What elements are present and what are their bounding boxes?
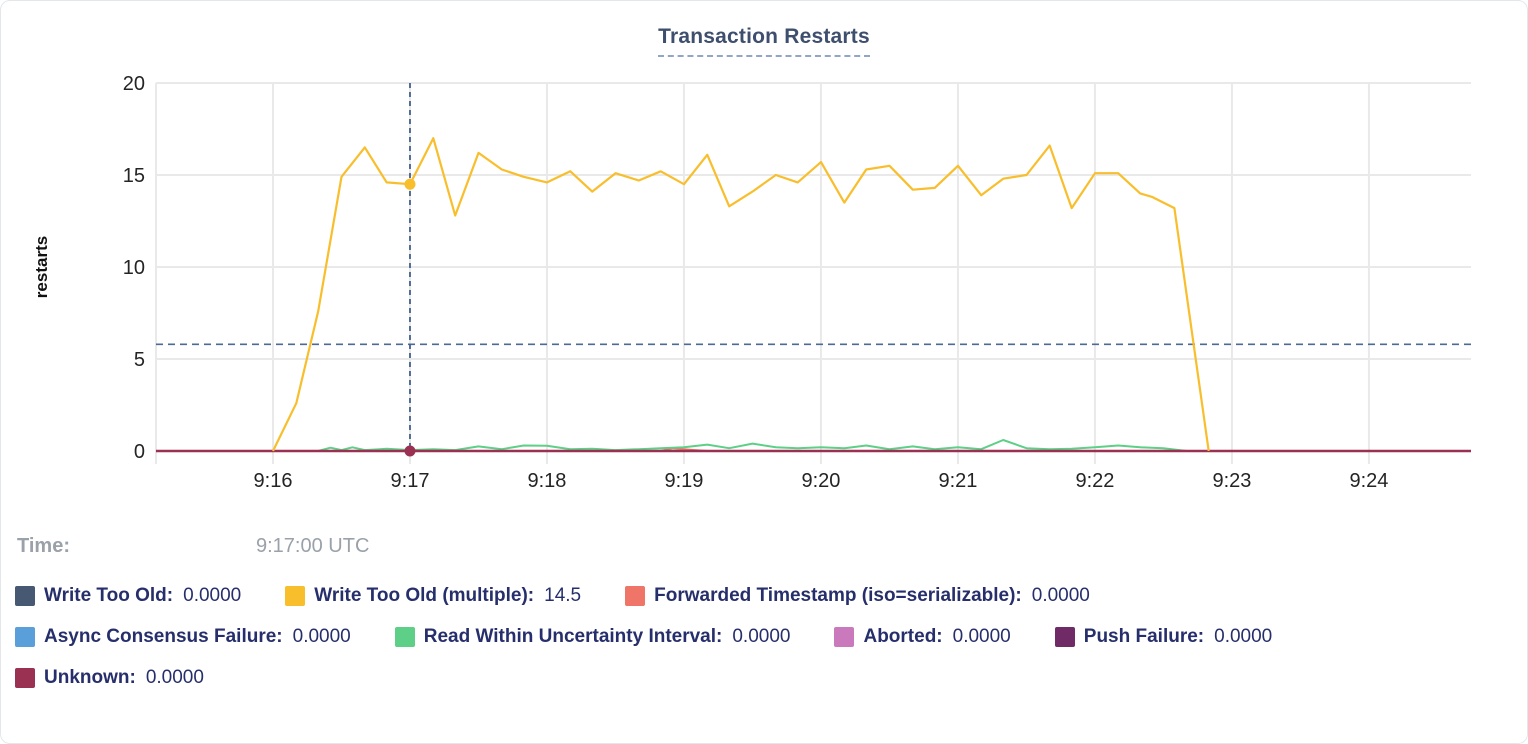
legend-swatch-icon [394,627,415,647]
legend-row: Async Consensus Failure: 0.0000 Read Withi… [15,626,1517,648]
legend-series-value: 0.0000 [952,626,1011,647]
legend-series-label: Write Too Old: [44,585,174,606]
y-axis-label: 15 [123,165,145,187]
legend-swatch-icon [1054,627,1075,647]
legend-swatch-icon [285,586,306,606]
legend-row: Write Too Old: 0.0000 Write Too Old (multi… [15,585,1517,607]
y-axis-label: 0 [134,441,145,463]
x-axis-label: 9:22 [1075,470,1114,492]
legend-item[interactable]: Aborted: 0.0000 [834,626,1011,648]
x-axis-label: 9:19 [665,470,704,492]
x-axis-label: 9:17 [391,470,430,492]
legend-swatch-icon [15,586,35,606]
series-line-write-too-old-multiple- [272,137,1210,452]
hover-dot [404,178,416,190]
time-value: 9:17:00 UTC [256,535,370,557]
legend-series-value: 0.0000 [292,626,351,647]
hover-dot [404,445,416,457]
legend-series-value: 0.0000 [183,585,242,606]
legend-swatch-icon [834,627,855,647]
legend-item[interactable]: Push Failure: 0.0000 [1054,626,1273,648]
y-axis-label: 10 [123,257,145,279]
legend-row: Unknown: 0.0000 [15,667,1517,689]
time-label: Time: [17,535,70,557]
x-axis-label: 9:21 [938,470,977,492]
legend-series-label: Unknown: [44,667,136,688]
legend-swatch-icon [15,627,35,647]
y-axis-label: 20 [123,73,145,95]
hover-time-row: Time: 9:17:00 UTC [17,535,1511,558]
chart-title-text[interactable]: Transaction Restarts [658,25,870,57]
legend-item[interactable]: Forwarded Timestamp (iso=serializable): 0… [625,585,1090,607]
legend-series-label: Read Within Uncertainty Interval: [423,626,723,647]
x-axis-label: 9:20 [801,470,840,492]
legend-series-label: Async Consensus Failure: [44,626,283,647]
legend-series-label: Write Too Old (multiple): [314,585,535,606]
y-axis-label: 5 [134,349,145,371]
legend-series-value: 14.5 [544,585,582,606]
x-axis-label: 9:24 [1349,470,1388,492]
legend-item[interactable]: Write Too Old (multiple): 14.5 [285,585,581,607]
legend-item[interactable]: Write Too Old: 0.0000 [15,585,241,607]
x-axis-label: 9:16 [254,470,293,492]
series-line-read-within-uncertainty-interval [317,439,1187,452]
legend-series-value: 0.0000 [145,667,204,688]
legend-swatch-icon [15,668,35,688]
chart-legend: Write Too Old: 0.0000 Write Too Old (multi… [15,585,1517,708]
x-axis-label: 9:23 [1212,470,1251,492]
legend-series-label: Aborted: [863,626,943,647]
transaction-restarts-chart[interactable]: 9:16 9:17 9:18 9:19 9:20 9:21 9:22 9:23 9:24 0 5 10… [1,1,1528,521]
legend-series-value: 0.0000 [732,626,791,647]
legend-item[interactable]: Read Within Uncertainty Interval: 0.0000 [394,626,791,648]
legend-item[interactable]: Unknown: 0.0000 [15,667,204,689]
chart-title: Transaction Restarts [1,25,1527,57]
legend-item[interactable]: Async Consensus Failure: 0.0000 [15,626,351,648]
legend-series-label: Push Failure: [1083,626,1205,647]
legend-series-value: 0.0000 [1031,585,1090,606]
legend-swatch-icon [625,586,646,606]
x-axis-label: 9:18 [528,470,567,492]
y-axis-title: restarts [32,236,51,298]
legend-series-value: 0.0000 [1214,626,1273,647]
legend-series-label: Forwarded Timestamp (iso=serializable): [654,585,1022,606]
